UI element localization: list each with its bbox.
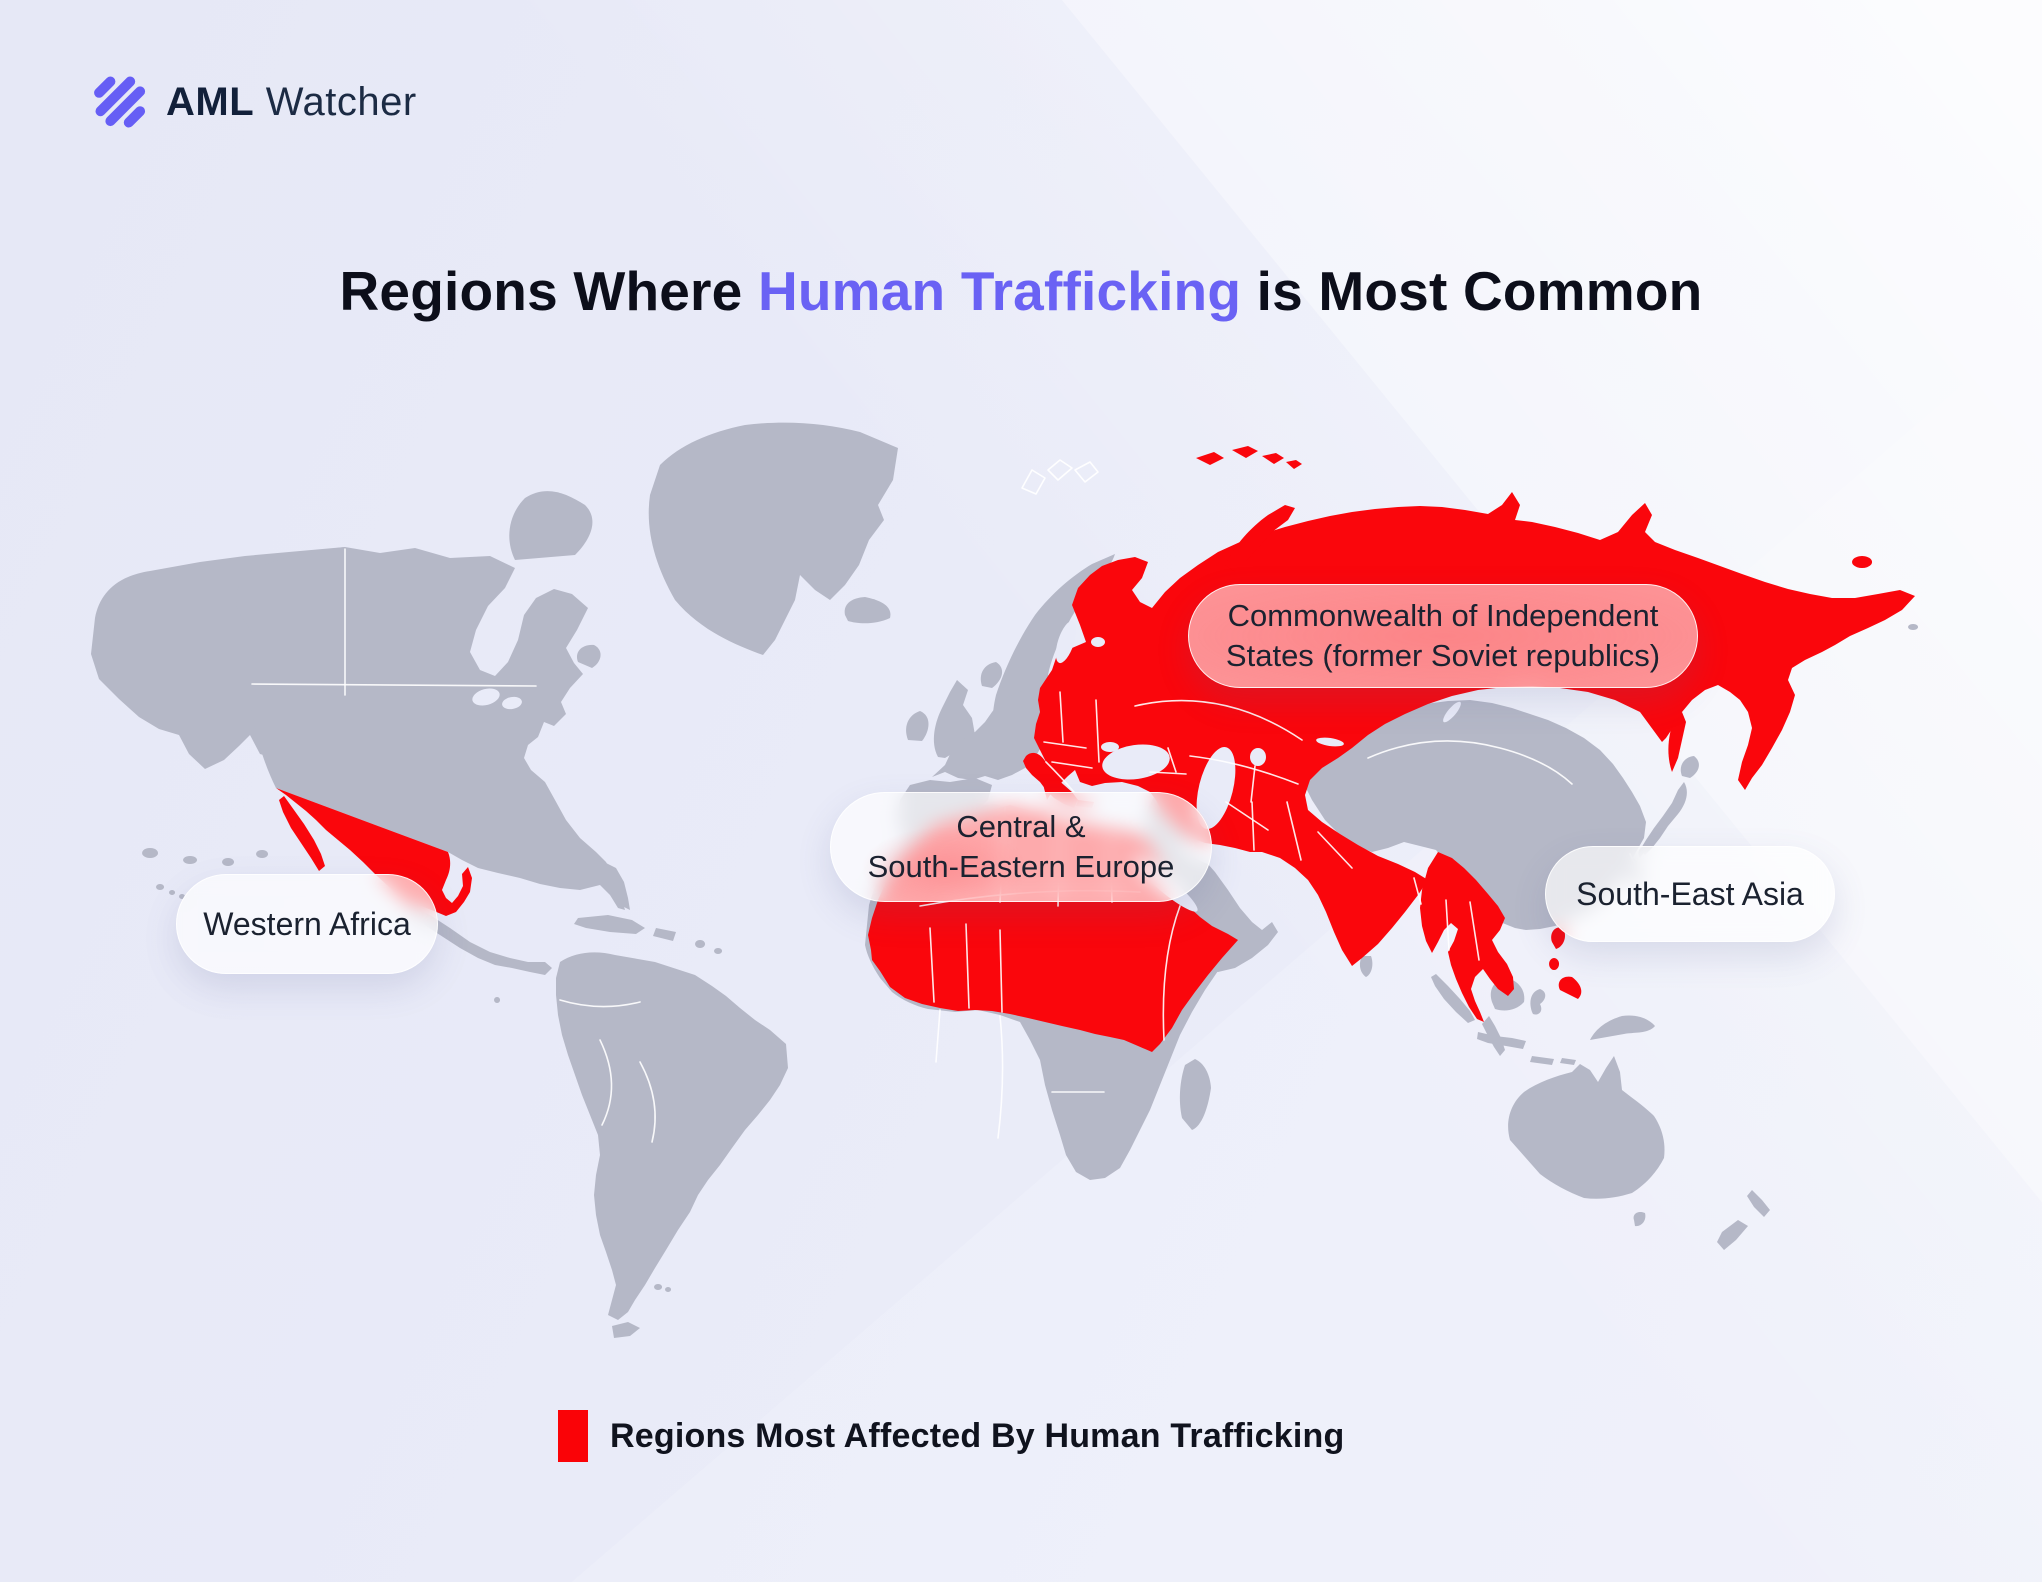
label-central-south-eastern-europe: Central & South-Eastern Europe xyxy=(830,792,1212,902)
australia xyxy=(1508,1056,1665,1199)
region-mexico xyxy=(276,788,472,916)
cuba xyxy=(574,915,645,934)
sri-lanka xyxy=(1359,956,1373,977)
sea-of-azov xyxy=(1101,742,1119,752)
newfoundland xyxy=(576,644,601,668)
label-central-line1: Central & xyxy=(956,809,1086,844)
svalbard-outline xyxy=(1021,459,1099,495)
aleutian-islands xyxy=(142,848,269,866)
falkland-islands xyxy=(654,1284,672,1292)
iceland xyxy=(844,597,891,624)
western-europe xyxy=(932,690,1048,780)
page-title: Regions Where Human Trafficking is Most … xyxy=(0,259,2042,323)
central-america xyxy=(404,905,552,975)
japan xyxy=(1638,756,1699,858)
new-guinea xyxy=(1590,1015,1655,1040)
label-south-east-asia: South-East Asia xyxy=(1545,846,1835,942)
label-south-east-asia-text: South-East Asia xyxy=(1576,875,1804,912)
denmark xyxy=(980,662,1003,688)
lesser-sunda xyxy=(1530,1056,1576,1065)
great-lake-2 xyxy=(502,696,522,710)
canadian-arctic-islands xyxy=(509,491,593,560)
region-sakhalin xyxy=(1668,712,1686,772)
aml-watcher-stripes-icon xyxy=(94,76,146,128)
region-novaya-zemlya xyxy=(1225,505,1295,572)
tierra-del-fuego xyxy=(612,1322,640,1338)
black-sea xyxy=(1102,744,1170,780)
label-central-line2: South-Eastern Europe xyxy=(867,849,1175,884)
region-philippines xyxy=(1549,927,1582,999)
label-western-africa-text: Western Africa xyxy=(203,905,411,942)
brand-name-light: Watcher xyxy=(265,79,417,124)
new-zealand xyxy=(1717,1190,1770,1250)
landmass-south-america xyxy=(556,952,788,1320)
sumatra xyxy=(1431,974,1475,1023)
lake-ladoga xyxy=(1091,637,1105,647)
st-lawrence-island xyxy=(1908,624,1919,630)
brand-logo: AML Watcher xyxy=(92,74,417,130)
title-highlight: Human Trafficking xyxy=(757,259,1242,322)
label-cis: Commonwealth of Independent States (form… xyxy=(1188,584,1698,688)
legend-label: Regions Most Affected By Human Trafficki… xyxy=(610,1416,1345,1455)
title-prefix: Regions Where xyxy=(339,259,758,322)
galapagos xyxy=(494,997,501,1003)
label-western-africa: Western Africa xyxy=(176,874,438,974)
aral-sea xyxy=(1250,748,1266,766)
sulawesi xyxy=(1530,989,1546,1015)
lake-balkhash xyxy=(1316,737,1344,747)
landmass-north-america xyxy=(235,547,625,910)
caspian-sea xyxy=(1196,747,1236,829)
great-lake-1 xyxy=(472,688,500,706)
florida xyxy=(604,862,630,910)
brand-name-bold: AML xyxy=(166,79,255,124)
label-cis-line1: Commonwealth of Independent xyxy=(1227,598,1659,633)
gulf-of-bothnia xyxy=(1055,620,1077,664)
lake-baikal xyxy=(1443,701,1461,723)
madagascar xyxy=(1179,1059,1211,1130)
legend-red-swatch xyxy=(558,1410,588,1462)
java xyxy=(1477,1032,1526,1049)
region-south-east-asia xyxy=(1420,852,1514,1022)
landmass-greenland xyxy=(648,422,898,655)
tasmania xyxy=(1633,1211,1646,1227)
label-cis-line2: States (former Soviet republics) xyxy=(1225,638,1661,673)
hispaniola xyxy=(653,928,723,954)
legend: Regions Most Affected By Human Trafficki… xyxy=(558,1410,1344,1462)
title-suffix: is Most Common xyxy=(1241,259,1703,322)
ireland xyxy=(906,711,929,741)
brand-name: AML Watcher xyxy=(166,80,417,125)
hawaii xyxy=(156,884,186,899)
